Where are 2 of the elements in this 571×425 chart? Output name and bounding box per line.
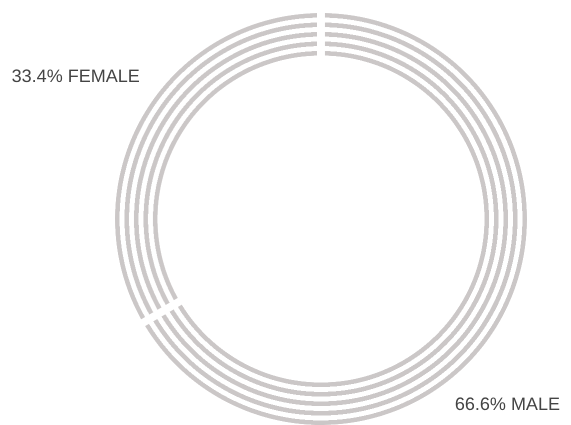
slice-label: 66.6% MALE (454, 394, 560, 414)
slice-label: 33.4% FEMALE (12, 66, 140, 86)
